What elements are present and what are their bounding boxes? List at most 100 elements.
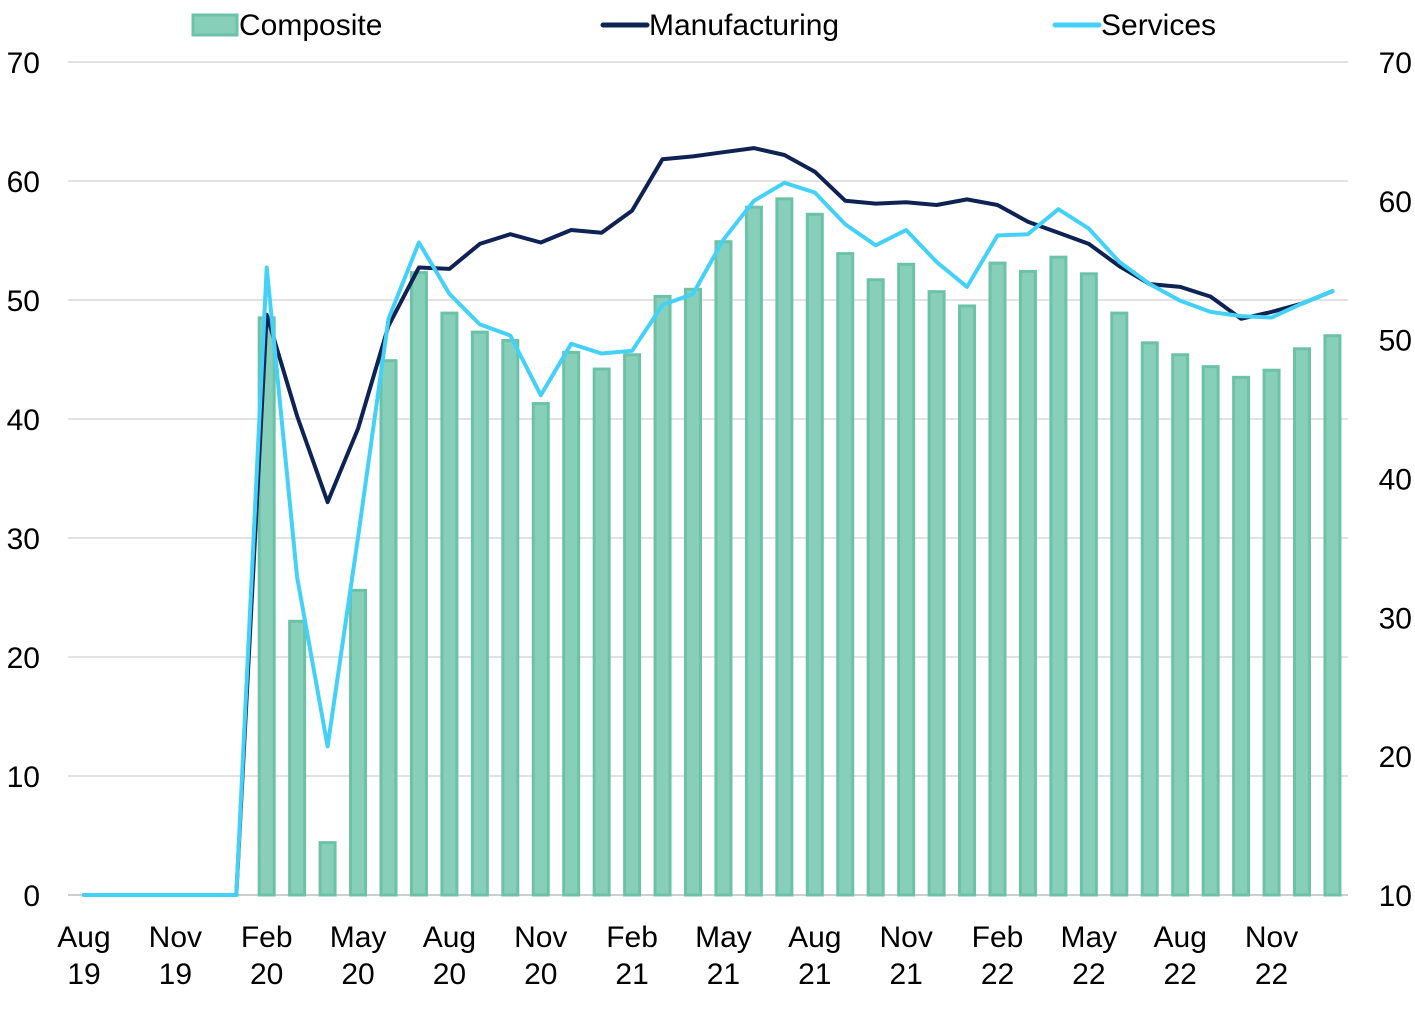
composite-bar [775,197,794,897]
x-tick-year: 20 [341,958,374,991]
composite-bar [440,311,459,897]
composite-bar [1323,334,1342,897]
right-tick-label: 10 [1379,880,1412,913]
left-tick-label: 60 [7,166,40,199]
x-tick-month: Aug [423,921,476,954]
composite-bar [805,212,824,897]
legend-swatch-composite [191,13,239,37]
composite-bar [897,262,916,897]
x-tick-month: Nov [879,921,932,954]
composite-bar [744,205,763,897]
composite-bar [501,338,520,897]
legend-label: Services [1101,9,1216,42]
x-tick-label: Nov 22 [1245,921,1298,991]
x-axis: Aug 19 Nov 19 Feb 20 May 20 Aug 20 Nov 20 Feb 21 May 21… [57,921,1298,991]
x-tick-label: Aug 21 [788,921,841,991]
composite-bar [470,330,489,897]
composite-bar [1232,375,1251,897]
x-tick-year: 20 [433,958,466,991]
x-tick-year: 22 [1072,958,1105,991]
x-tick-year: 22 [1255,958,1288,991]
right-tick-label: 50 [1379,325,1412,358]
x-tick-label: Nov 20 [514,921,567,991]
x-tick-month: May [330,921,387,954]
x-tick-year: 20 [524,958,557,991]
composite-bar [684,287,702,897]
composite-bar [531,402,550,897]
composite-bar [1079,272,1098,897]
x-tick-label: Aug 20 [423,921,476,991]
legend-label: Composite [239,9,382,42]
composite-bar [379,359,398,897]
left-tick-label: 40 [7,404,40,437]
x-tick-year: 21 [798,958,831,991]
x-tick-label: May 21 [695,921,752,991]
x-tick-label: Nov 21 [879,921,932,991]
x-tick-label: Aug 19 [57,921,110,991]
left-tick-label: 10 [7,761,40,794]
x-tick-label: Feb 21 [606,921,658,991]
right-tick-label: 20 [1379,741,1412,774]
composite-bar [562,350,581,897]
x-tick-year: 22 [1164,958,1197,991]
composite-bars [257,197,1342,897]
x-tick-year: 19 [67,958,100,991]
composite-bar [1293,347,1311,897]
composite-bar [349,588,368,897]
left-tick-label: 70 [7,47,40,80]
right-tick-label: 60 [1379,186,1412,219]
composite-bar [714,240,733,897]
composite-bar [988,261,1007,897]
composite-bar [1110,311,1129,897]
legend-item: Composite [191,9,382,42]
composite-bar [1171,353,1190,897]
x-tick-year: 21 [707,958,740,991]
composite-bar [623,353,642,897]
x-tick-year: 20 [250,958,283,991]
x-tick-month: Nov [149,921,202,954]
x-tick-label: Aug 22 [1154,921,1207,991]
x-tick-month: Feb [241,921,293,954]
composite-bar [836,252,855,897]
right-tick-label: 30 [1379,602,1412,635]
services-line [82,180,1335,897]
composite-bar [1140,341,1159,897]
x-tick-month: Aug [788,921,841,954]
series-lines [82,146,1335,897]
composite-bar [409,271,428,897]
composite-bar [653,294,672,897]
composite-bar [592,367,611,897]
composite-bar [927,290,946,897]
left-tick-label: 20 [7,642,40,675]
x-tick-year: 21 [889,958,922,991]
legend-item: Manufacturing [600,9,839,42]
left-tick-label: 30 [7,523,40,556]
composite-bar [866,278,885,897]
composite-bar [318,841,337,897]
left-tick-label: 50 [7,285,40,318]
composite-bar [1018,269,1037,897]
left-axis: 0 10 20 30 40 50 60 70 [7,47,40,913]
x-tick-label: Feb 20 [241,921,293,991]
manufacturing-line [82,146,1335,897]
x-tick-month: May [695,921,752,954]
left-tick-label: 0 [23,880,40,913]
x-tick-year: 21 [615,958,648,991]
composite-bar [288,619,307,897]
x-tick-month: Feb [972,921,1024,954]
x-tick-month: Feb [606,921,658,954]
x-tick-month: Nov [514,921,567,954]
composite-bar [1262,368,1281,897]
x-tick-year: 19 [159,958,192,991]
x-tick-year: 22 [981,958,1014,991]
composite-bar [958,304,977,897]
x-tick-label: May 20 [330,921,387,991]
x-tick-label: Nov 19 [149,921,202,991]
composite-bar [1201,365,1220,897]
x-tick-month: Nov [1245,921,1298,954]
x-tick-month: May [1061,921,1118,954]
x-tick-label: Feb 22 [972,921,1024,991]
x-tick-month: Aug [57,921,110,954]
right-tick-label: 40 [1379,464,1412,497]
